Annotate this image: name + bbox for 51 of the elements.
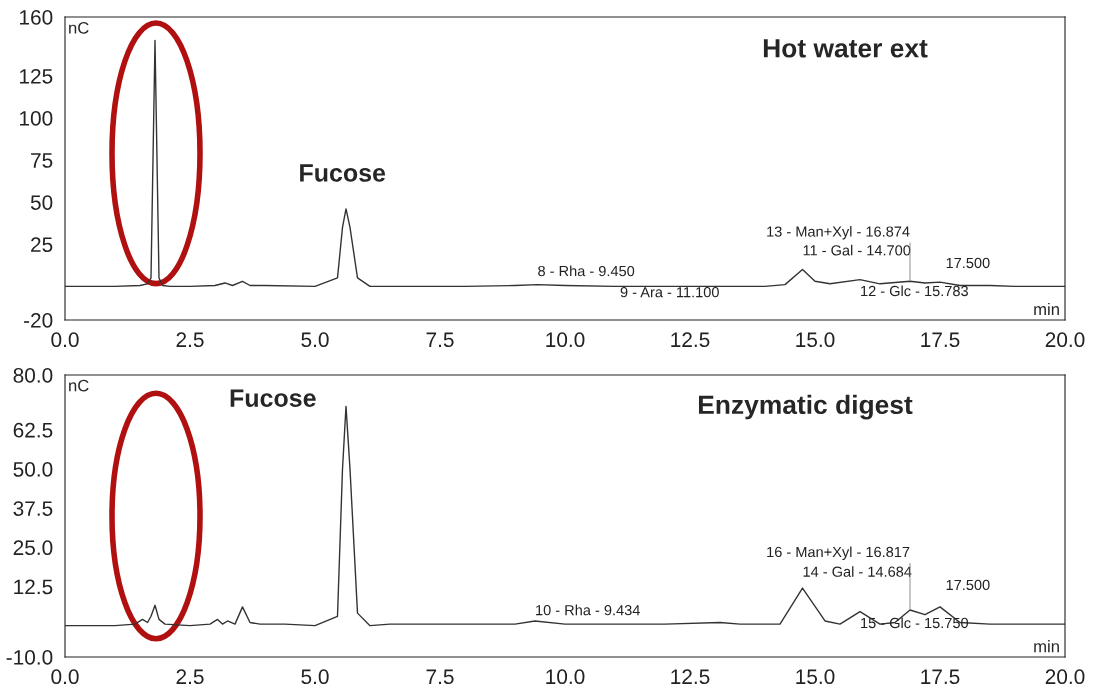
y-tick-label: 50.0 xyxy=(13,462,53,477)
x-tick-label: 5.0 xyxy=(301,669,329,685)
annotation: 9 - Ara - 11.100 xyxy=(620,287,719,298)
y-tick-label: 125 xyxy=(20,68,53,84)
annotation: 10 - Rha - 9.434 xyxy=(536,604,640,616)
y-tick-label: 50 xyxy=(30,195,53,210)
annotation: 14 - Gal - 14.684 xyxy=(803,566,912,577)
y-tick-label: 12.5 xyxy=(14,579,53,595)
annotation: 15 - Glc - 15.750 xyxy=(861,617,969,629)
x-tick-label: 15.0 xyxy=(796,669,835,685)
x-tick-label: 0.0 xyxy=(51,332,79,348)
x-tick-label: 20.0 xyxy=(1045,332,1085,348)
y-tick-label: 25.0 xyxy=(13,540,53,556)
x-tick-label: 2.5 xyxy=(176,669,204,685)
y-tick-label: 100 xyxy=(20,111,53,126)
x-tick-label: 12.5 xyxy=(671,332,710,348)
y-axis-title: nC xyxy=(69,379,89,392)
x-tick-label: 7.5 xyxy=(426,669,454,685)
x-tick-label: 5.0 xyxy=(301,332,329,348)
x-tick-label: 2.5 xyxy=(176,332,204,348)
annotation: 17.500 xyxy=(946,257,990,269)
x-tick-label: 12.5 xyxy=(671,669,710,685)
x-tick-label: 10.0 xyxy=(546,669,585,685)
x-axis-title: min xyxy=(1034,302,1059,316)
y-tick-label: 62.5 xyxy=(13,422,53,438)
annotation: Fucose xyxy=(230,389,316,407)
y-tick-label: 80.0 xyxy=(13,368,53,383)
x-tick-label: 17.5 xyxy=(921,332,960,348)
y-tick-label: -20 xyxy=(24,313,53,328)
x-tick-label: 10.0 xyxy=(546,332,585,348)
y-tick-label: -10.0 xyxy=(6,650,53,665)
y-tick-label: 25 xyxy=(31,237,53,252)
annotation: 11 - Gal - 14.700 xyxy=(803,244,911,256)
x-tick-label: 20.0 xyxy=(1045,669,1085,685)
annotation: 13 - Man+Xyl - 16.874 xyxy=(767,226,910,240)
x-axis-title: min xyxy=(1034,640,1059,653)
text: Hot water ext xyxy=(763,39,928,58)
y-tick-label: 75 xyxy=(31,153,53,168)
y-axis-title: nC xyxy=(69,21,89,34)
x-tick-label: 17.5 xyxy=(921,669,960,685)
annotation: 16 - Man+Xyl - 16.817 xyxy=(767,546,910,560)
x-tick-label: 7.5 xyxy=(426,332,454,348)
text: Enzymatic digest xyxy=(698,394,913,420)
annotation: 8 - Rha - 9.450 xyxy=(538,265,635,277)
annotation: Fucose xyxy=(300,164,386,182)
annotation: 12 - Glc - 15.783 xyxy=(861,285,968,297)
y-tick-label: 160 xyxy=(20,10,53,25)
x-tick-label: 15.0 xyxy=(796,332,835,348)
y-tick-label: 37.5 xyxy=(13,501,53,516)
x-tick-label: 0.0 xyxy=(51,669,79,685)
annotation: 17.500 xyxy=(946,579,990,591)
